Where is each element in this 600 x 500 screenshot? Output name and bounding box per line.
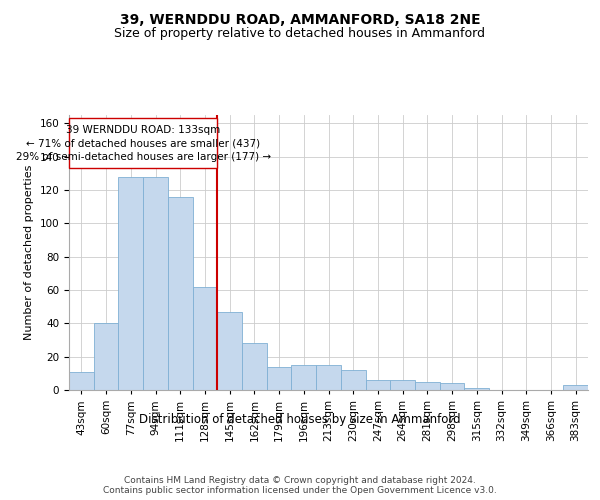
Bar: [242, 344, 267, 390]
Text: 39, WERNDDU ROAD, AMMANFORD, SA18 2NE: 39, WERNDDU ROAD, AMMANFORD, SA18 2NE: [119, 12, 481, 26]
Bar: [217, 312, 242, 390]
Bar: [94, 324, 118, 390]
Bar: [341, 370, 365, 390]
Bar: [193, 286, 217, 390]
Bar: [292, 365, 316, 390]
Bar: [365, 380, 390, 390]
Bar: [168, 196, 193, 390]
Bar: [69, 118, 217, 168]
Bar: [563, 385, 588, 390]
Text: 39 WERNDDU ROAD: 133sqm: 39 WERNDDU ROAD: 133sqm: [66, 125, 220, 135]
Bar: [415, 382, 440, 390]
Y-axis label: Number of detached properties: Number of detached properties: [24, 165, 34, 340]
Text: Contains HM Land Registry data © Crown copyright and database right 2024.
Contai: Contains HM Land Registry data © Crown c…: [103, 476, 497, 495]
Bar: [118, 176, 143, 390]
Bar: [440, 384, 464, 390]
Bar: [316, 365, 341, 390]
Bar: [390, 380, 415, 390]
Bar: [143, 176, 168, 390]
Text: Size of property relative to detached houses in Ammanford: Size of property relative to detached ho…: [115, 28, 485, 40]
Text: ← 71% of detached houses are smaller (437): ← 71% of detached houses are smaller (43…: [26, 138, 260, 148]
Text: 29% of semi-detached houses are larger (177) →: 29% of semi-detached houses are larger (…: [16, 152, 271, 162]
Bar: [464, 388, 489, 390]
Bar: [267, 366, 292, 390]
Text: Distribution of detached houses by size in Ammanford: Distribution of detached houses by size …: [139, 412, 461, 426]
Bar: [69, 372, 94, 390]
